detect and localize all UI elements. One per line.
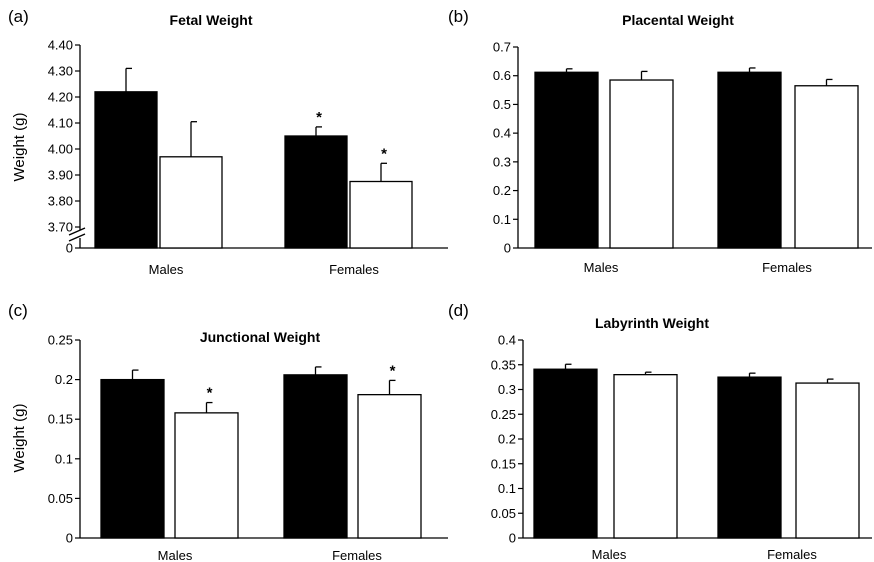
x-category-label: Males bbox=[149, 262, 184, 277]
panel-letter: (a) bbox=[8, 7, 29, 26]
y-tick-label: 0.25 bbox=[48, 333, 73, 348]
y-tick-label: 0.1 bbox=[493, 212, 511, 227]
bar-open bbox=[613, 373, 678, 539]
y-tick-label: 0.15 bbox=[48, 412, 73, 427]
x-category-label: Males bbox=[592, 547, 627, 562]
y-tick-label: 0 bbox=[509, 531, 516, 546]
chart-panel: (b) Placental Weight 0.7 0.6 0.5 0.4 0.3 0.2 0.1… bbox=[448, 7, 872, 275]
y-tick-label: 4.10 bbox=[48, 116, 73, 131]
y-tick-label: 0.2 bbox=[498, 432, 516, 447]
x-category-label: Females bbox=[332, 548, 382, 562]
x-category-label: Males bbox=[584, 260, 619, 275]
y-tick-label: 4.20 bbox=[48, 90, 73, 105]
y-tick-label: 4.00 bbox=[48, 142, 73, 157]
bar-filled bbox=[717, 71, 782, 249]
y-tick-label: 4.30 bbox=[48, 64, 73, 79]
chart-title: Fetal Weight bbox=[170, 12, 253, 28]
y-tick-label: 4.40 bbox=[48, 38, 73, 53]
y-tick-label: 0.2 bbox=[55, 372, 73, 387]
bar-open bbox=[174, 412, 239, 539]
y-tick-label: 0.3 bbox=[493, 154, 511, 169]
y-tick-label: 0.1 bbox=[498, 481, 516, 496]
y-tick-label: 0.4 bbox=[498, 333, 516, 348]
significance-marker: * bbox=[207, 385, 213, 402]
bar-filled bbox=[534, 71, 599, 249]
chart-panel: (c) Junctional Weight Weight (g) 0.25 0.2 0.1… bbox=[8, 301, 448, 562]
y-tick-label: 0.15 bbox=[491, 456, 516, 471]
bar-filled bbox=[533, 368, 598, 539]
bar-filled bbox=[100, 378, 165, 539]
bar-open bbox=[349, 180, 413, 249]
x-category-label: Males bbox=[158, 548, 193, 562]
chart-title: Labyrinth Weight bbox=[595, 315, 709, 331]
bar-open bbox=[159, 156, 223, 249]
bar-filled bbox=[717, 376, 782, 539]
axis-break-gap bbox=[74, 230, 86, 238]
y-tick-label: 3.90 bbox=[48, 168, 73, 183]
y-tick-label: 0.25 bbox=[491, 407, 516, 422]
y-tick-label: 0.7 bbox=[493, 40, 511, 55]
chart-title: Junctional Weight bbox=[200, 329, 321, 345]
chart-title: Placental Weight bbox=[622, 12, 734, 28]
significance-marker: * bbox=[390, 362, 396, 379]
panel-letter: (c) bbox=[8, 301, 28, 320]
x-category-label: Females bbox=[767, 547, 817, 562]
y-tick-label: 0 bbox=[504, 241, 511, 256]
y-axis-label: Weight (g) bbox=[11, 113, 28, 182]
x-category-label: Females bbox=[762, 260, 812, 275]
chart-panel: (d) Labyrinth Weight 0.4 0.35 0.3 0.25 0.2 0.15… bbox=[448, 301, 872, 562]
y-tick-label: 0.35 bbox=[491, 357, 516, 372]
y-tick-label: 0 bbox=[66, 241, 73, 256]
y-tick-label: 0.2 bbox=[493, 183, 511, 198]
y-tick-label: 0 bbox=[66, 531, 73, 546]
y-tick-label: 3.80 bbox=[48, 194, 73, 209]
y-tick-label: 0.3 bbox=[498, 382, 516, 397]
axis-break-mark bbox=[68, 233, 86, 242]
significance-marker: * bbox=[316, 109, 322, 126]
panel-letter: (b) bbox=[448, 7, 469, 26]
x-category-label: Females bbox=[329, 262, 379, 277]
y-tick-label: 0.1 bbox=[55, 451, 73, 466]
bar-open bbox=[357, 393, 422, 539]
y-tick-label: 0.05 bbox=[48, 491, 73, 506]
bar-filled bbox=[283, 374, 348, 539]
y-tick-label: 0.05 bbox=[491, 506, 516, 521]
axis-break-mark bbox=[68, 227, 86, 236]
bar-open bbox=[795, 382, 860, 539]
bar-open bbox=[609, 79, 674, 249]
bar-filled bbox=[284, 135, 348, 249]
panel-letter: (d) bbox=[448, 301, 469, 320]
y-tick-label: 3.70 bbox=[48, 220, 73, 235]
y-tick-label: 0.5 bbox=[493, 97, 511, 112]
chart-panel: (a) Fetal Weight Weight (g) 4.40 4.30 4.20 4.1… bbox=[8, 7, 448, 277]
y-tick-label: 0.4 bbox=[493, 126, 511, 141]
bar-open bbox=[794, 85, 859, 249]
y-axis-label: Weight (g) bbox=[11, 404, 28, 473]
y-tick-label: 0.6 bbox=[493, 68, 511, 83]
significance-marker: * bbox=[381, 145, 387, 162]
bar-filled bbox=[94, 91, 158, 249]
